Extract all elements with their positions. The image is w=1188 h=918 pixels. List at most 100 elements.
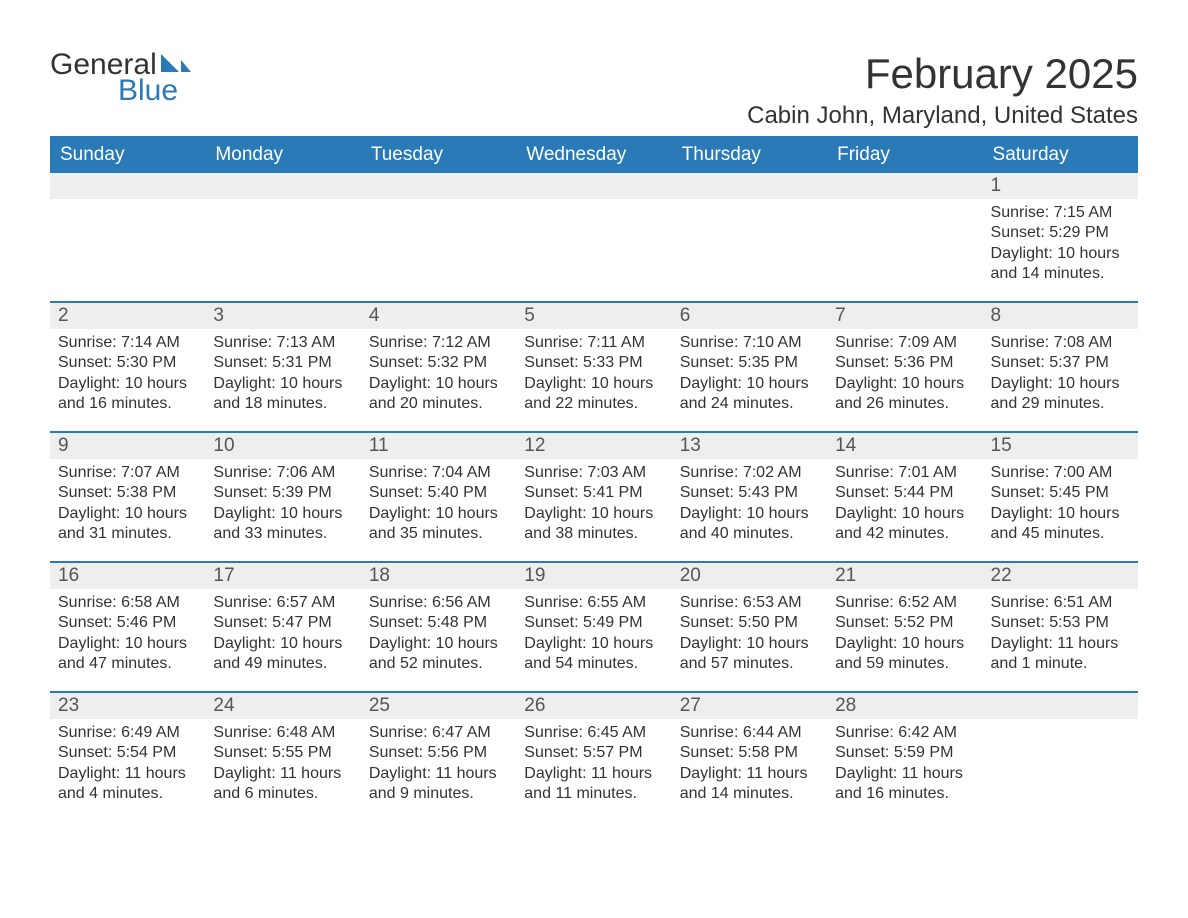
calendar-day: 13Sunrise: 7:02 AMSunset: 5:43 PMDayligh… bbox=[672, 433, 827, 561]
day-number: 27 bbox=[672, 693, 827, 719]
calendar-day: 1Sunrise: 7:15 AMSunset: 5:29 PMDaylight… bbox=[983, 173, 1138, 301]
sunrise-text: Sunrise: 6:48 AM bbox=[213, 723, 352, 743]
calendar-day: 6Sunrise: 7:10 AMSunset: 5:35 PMDaylight… bbox=[672, 303, 827, 431]
calendar-week: 23Sunrise: 6:49 AMSunset: 5:54 PMDayligh… bbox=[50, 691, 1138, 821]
daylight-text: Daylight: 11 hours and 4 minutes. bbox=[58, 764, 197, 805]
sunrise-text: Sunrise: 7:13 AM bbox=[213, 333, 352, 353]
sunset-text: Sunset: 5:47 PM bbox=[213, 613, 352, 633]
sunset-text: Sunset: 5:49 PM bbox=[524, 613, 663, 633]
day-number: 11 bbox=[361, 433, 516, 459]
calendar-week: 16Sunrise: 6:58 AMSunset: 5:46 PMDayligh… bbox=[50, 561, 1138, 691]
day-details bbox=[50, 199, 205, 213]
sunrise-text: Sunrise: 7:04 AM bbox=[369, 463, 508, 483]
daylight-text: Daylight: 11 hours and 6 minutes. bbox=[213, 764, 352, 805]
sunset-text: Sunset: 5:36 PM bbox=[835, 353, 974, 373]
day-number: 3 bbox=[205, 303, 360, 329]
day-number: 6 bbox=[672, 303, 827, 329]
daylight-text: Daylight: 11 hours and 14 minutes. bbox=[680, 764, 819, 805]
daylight-text: Daylight: 10 hours and 16 minutes. bbox=[58, 374, 197, 415]
weekday-header: Friday bbox=[827, 138, 982, 173]
daylight-text: Daylight: 10 hours and 26 minutes. bbox=[835, 374, 974, 415]
day-details: Sunrise: 7:09 AMSunset: 5:36 PMDaylight:… bbox=[827, 329, 982, 425]
daylight-text: Daylight: 11 hours and 11 minutes. bbox=[524, 764, 663, 805]
day-number bbox=[205, 173, 360, 199]
day-number: 12 bbox=[516, 433, 671, 459]
sunset-text: Sunset: 5:35 PM bbox=[680, 353, 819, 373]
day-details: Sunrise: 6:53 AMSunset: 5:50 PMDaylight:… bbox=[672, 589, 827, 685]
daylight-text: Daylight: 10 hours and 49 minutes. bbox=[213, 634, 352, 675]
sunrise-text: Sunrise: 6:47 AM bbox=[369, 723, 508, 743]
day-details: Sunrise: 6:45 AMSunset: 5:57 PMDaylight:… bbox=[516, 719, 671, 815]
day-number bbox=[361, 173, 516, 199]
sunset-text: Sunset: 5:37 PM bbox=[991, 353, 1130, 373]
calendar-day bbox=[516, 173, 671, 301]
sunrise-text: Sunrise: 7:11 AM bbox=[524, 333, 663, 353]
daylight-text: Daylight: 10 hours and 45 minutes. bbox=[991, 504, 1130, 545]
sunrise-text: Sunrise: 6:49 AM bbox=[58, 723, 197, 743]
day-number: 22 bbox=[983, 563, 1138, 589]
day-details: Sunrise: 6:51 AMSunset: 5:53 PMDaylight:… bbox=[983, 589, 1138, 685]
day-details: Sunrise: 6:42 AMSunset: 5:59 PMDaylight:… bbox=[827, 719, 982, 815]
day-number: 26 bbox=[516, 693, 671, 719]
day-number: 7 bbox=[827, 303, 982, 329]
sunset-text: Sunset: 5:29 PM bbox=[991, 223, 1130, 243]
day-details: Sunrise: 7:08 AMSunset: 5:37 PMDaylight:… bbox=[983, 329, 1138, 425]
sunrise-text: Sunrise: 7:02 AM bbox=[680, 463, 819, 483]
sunrise-text: Sunrise: 7:07 AM bbox=[58, 463, 197, 483]
calendar-day bbox=[983, 693, 1138, 821]
sunrise-text: Sunrise: 6:57 AM bbox=[213, 593, 352, 613]
calendar-day: 18Sunrise: 6:56 AMSunset: 5:48 PMDayligh… bbox=[361, 563, 516, 691]
calendar-week: 9Sunrise: 7:07 AMSunset: 5:38 PMDaylight… bbox=[50, 431, 1138, 561]
day-number: 16 bbox=[50, 563, 205, 589]
sunset-text: Sunset: 5:48 PM bbox=[369, 613, 508, 633]
day-number: 25 bbox=[361, 693, 516, 719]
calendar-day: 2Sunrise: 7:14 AMSunset: 5:30 PMDaylight… bbox=[50, 303, 205, 431]
day-details: Sunrise: 7:11 AMSunset: 5:33 PMDaylight:… bbox=[516, 329, 671, 425]
day-details: Sunrise: 6:49 AMSunset: 5:54 PMDaylight:… bbox=[50, 719, 205, 815]
day-number: 21 bbox=[827, 563, 982, 589]
calendar-day bbox=[50, 173, 205, 301]
day-details: Sunrise: 7:06 AMSunset: 5:39 PMDaylight:… bbox=[205, 459, 360, 555]
sunrise-text: Sunrise: 6:53 AM bbox=[680, 593, 819, 613]
logo: General Blue bbox=[50, 50, 193, 106]
sunrise-text: Sunrise: 7:09 AM bbox=[835, 333, 974, 353]
day-details: Sunrise: 7:12 AMSunset: 5:32 PMDaylight:… bbox=[361, 329, 516, 425]
calendar-day: 12Sunrise: 7:03 AMSunset: 5:41 PMDayligh… bbox=[516, 433, 671, 561]
daylight-text: Daylight: 11 hours and 16 minutes. bbox=[835, 764, 974, 805]
day-number: 18 bbox=[361, 563, 516, 589]
sunrise-text: Sunrise: 7:15 AM bbox=[991, 203, 1130, 223]
calendar-day: 3Sunrise: 7:13 AMSunset: 5:31 PMDaylight… bbox=[205, 303, 360, 431]
calendar-day: 28Sunrise: 6:42 AMSunset: 5:59 PMDayligh… bbox=[827, 693, 982, 821]
sunrise-text: Sunrise: 7:06 AM bbox=[213, 463, 352, 483]
calendar-day bbox=[827, 173, 982, 301]
calendar-day: 22Sunrise: 6:51 AMSunset: 5:53 PMDayligh… bbox=[983, 563, 1138, 691]
day-number: 9 bbox=[50, 433, 205, 459]
day-number: 13 bbox=[672, 433, 827, 459]
sunrise-text: Sunrise: 7:12 AM bbox=[369, 333, 508, 353]
day-details: Sunrise: 6:57 AMSunset: 5:47 PMDaylight:… bbox=[205, 589, 360, 685]
day-details: Sunrise: 7:14 AMSunset: 5:30 PMDaylight:… bbox=[50, 329, 205, 425]
day-details: Sunrise: 7:03 AMSunset: 5:41 PMDaylight:… bbox=[516, 459, 671, 555]
daylight-text: Daylight: 11 hours and 1 minute. bbox=[991, 634, 1130, 675]
day-details: Sunrise: 7:00 AMSunset: 5:45 PMDaylight:… bbox=[983, 459, 1138, 555]
sunset-text: Sunset: 5:44 PM bbox=[835, 483, 974, 503]
day-details bbox=[827, 199, 982, 213]
calendar-day: 8Sunrise: 7:08 AMSunset: 5:37 PMDaylight… bbox=[983, 303, 1138, 431]
calendar-day: 4Sunrise: 7:12 AMSunset: 5:32 PMDaylight… bbox=[361, 303, 516, 431]
day-details: Sunrise: 7:07 AMSunset: 5:38 PMDaylight:… bbox=[50, 459, 205, 555]
sunset-text: Sunset: 5:40 PM bbox=[369, 483, 508, 503]
calendar-day: 20Sunrise: 6:53 AMSunset: 5:50 PMDayligh… bbox=[672, 563, 827, 691]
day-details: Sunrise: 7:04 AMSunset: 5:40 PMDaylight:… bbox=[361, 459, 516, 555]
sunrise-text: Sunrise: 6:42 AM bbox=[835, 723, 974, 743]
daylight-text: Daylight: 10 hours and 47 minutes. bbox=[58, 634, 197, 675]
day-details: Sunrise: 6:44 AMSunset: 5:58 PMDaylight:… bbox=[672, 719, 827, 815]
daylight-text: Daylight: 11 hours and 9 minutes. bbox=[369, 764, 508, 805]
day-number: 19 bbox=[516, 563, 671, 589]
day-number: 17 bbox=[205, 563, 360, 589]
day-details: Sunrise: 7:01 AMSunset: 5:44 PMDaylight:… bbox=[827, 459, 982, 555]
day-number: 10 bbox=[205, 433, 360, 459]
calendar-day: 9Sunrise: 7:07 AMSunset: 5:38 PMDaylight… bbox=[50, 433, 205, 561]
day-details: Sunrise: 6:48 AMSunset: 5:55 PMDaylight:… bbox=[205, 719, 360, 815]
calendar-day: 19Sunrise: 6:55 AMSunset: 5:49 PMDayligh… bbox=[516, 563, 671, 691]
sunset-text: Sunset: 5:45 PM bbox=[991, 483, 1130, 503]
